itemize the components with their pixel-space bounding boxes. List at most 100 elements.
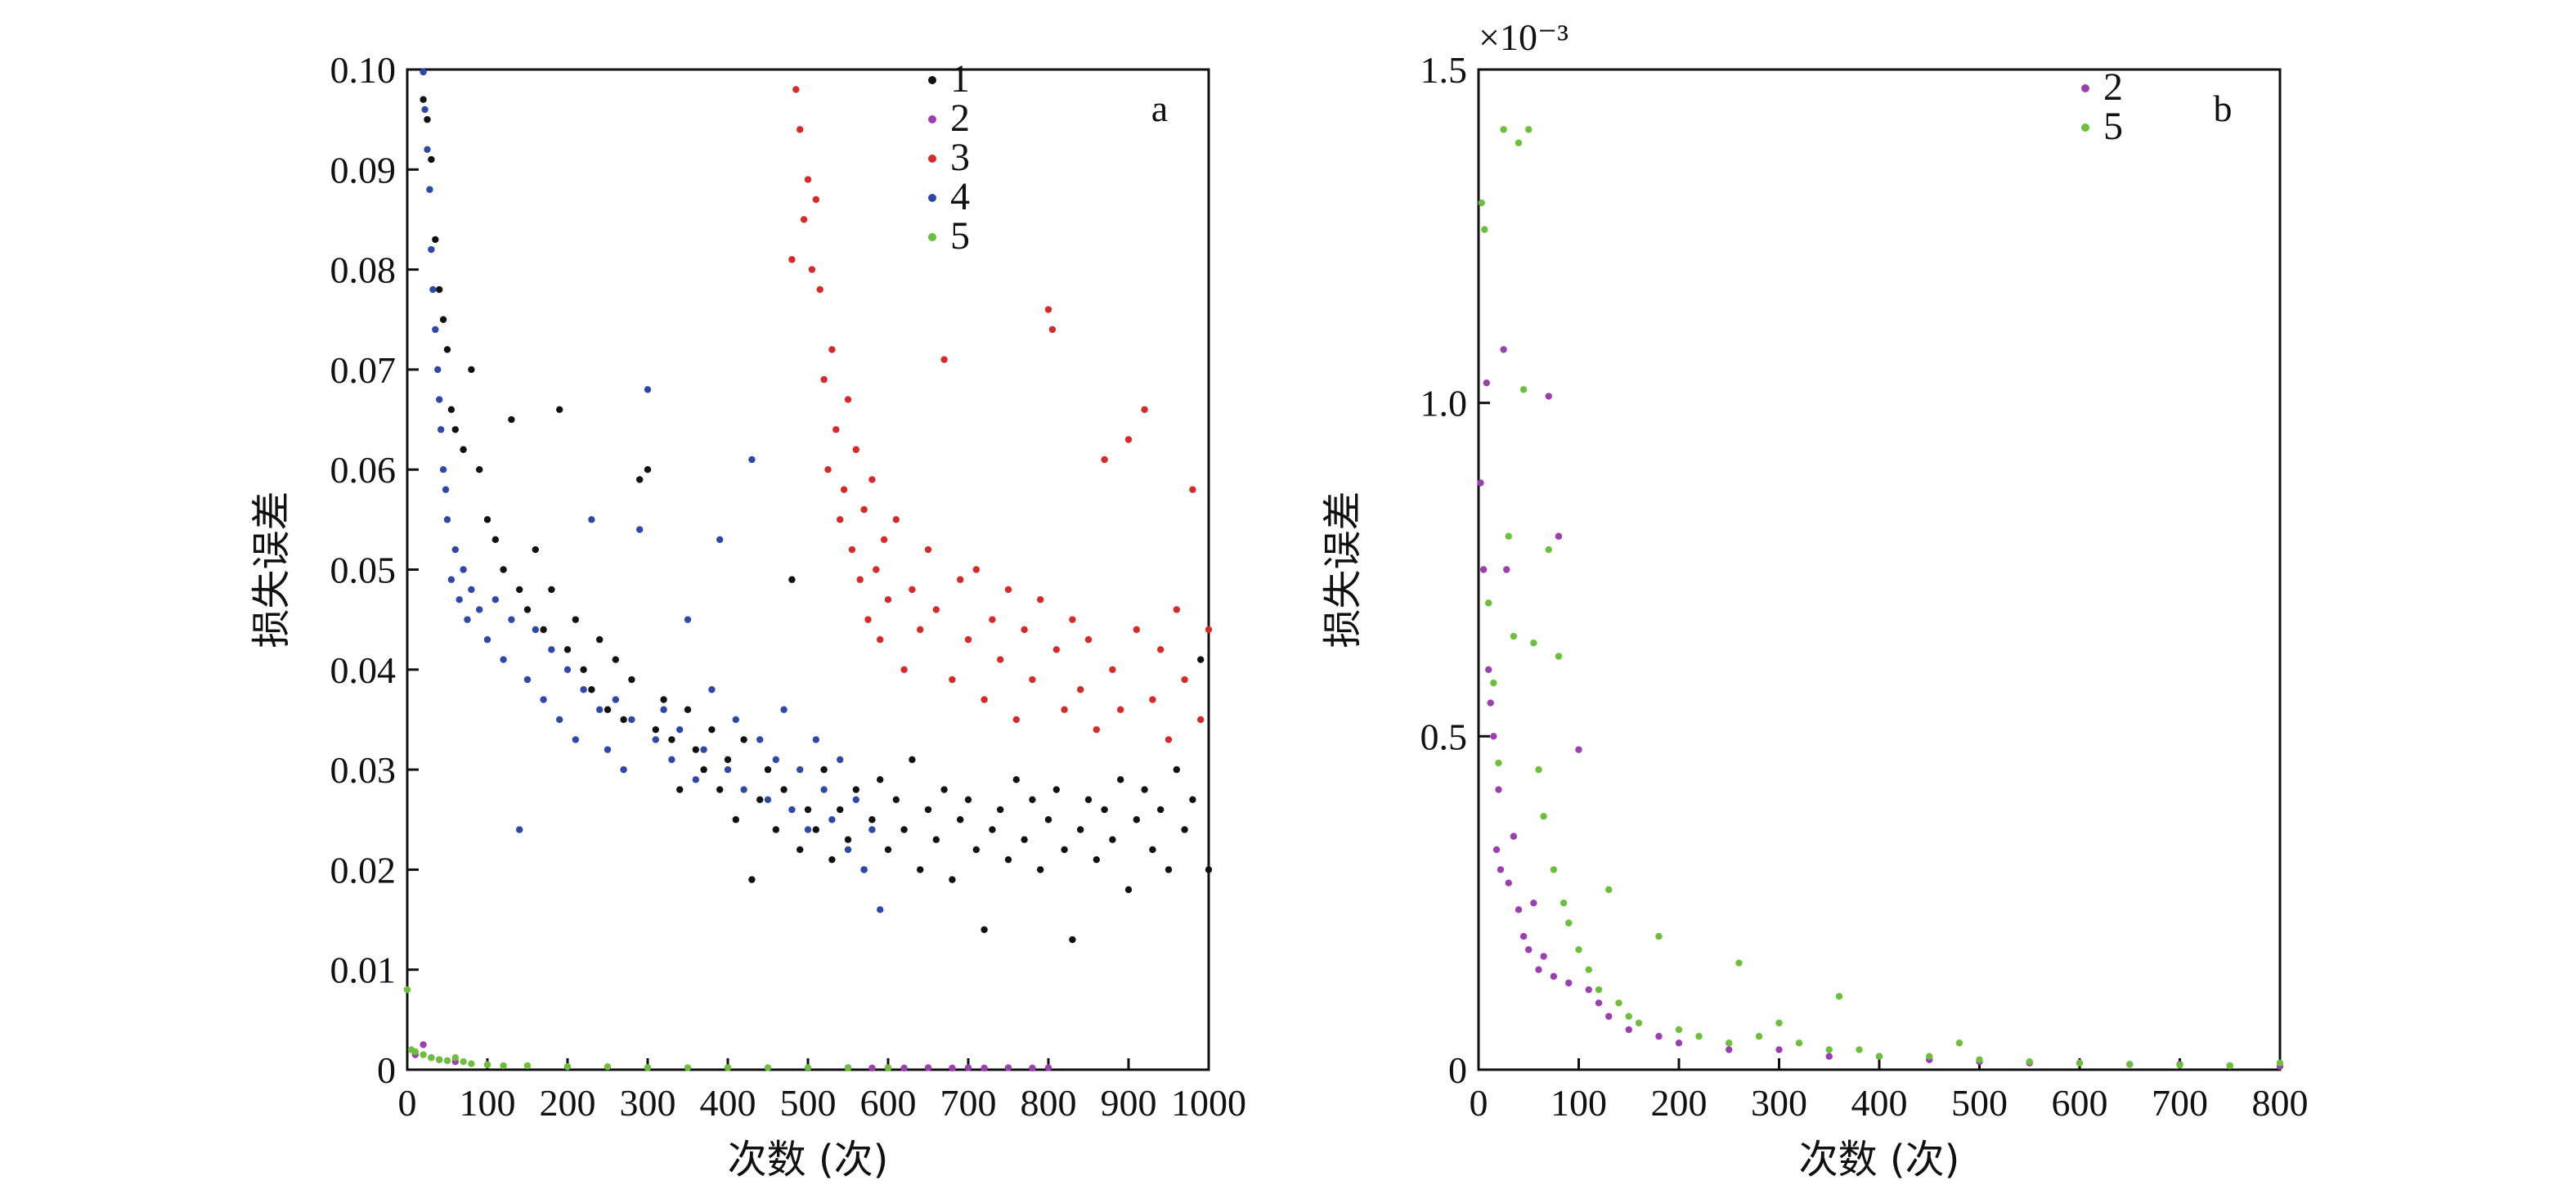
data-point xyxy=(460,566,467,573)
data-point xyxy=(628,716,635,724)
data-point xyxy=(997,656,1004,663)
y-tick-label: 0.08 xyxy=(330,249,397,291)
data-point xyxy=(1101,456,1108,464)
data-point xyxy=(403,985,411,994)
data-point xyxy=(1926,1053,1933,1060)
data-point xyxy=(660,696,667,703)
data-point xyxy=(644,466,652,474)
data-point xyxy=(1109,666,1116,673)
data-point xyxy=(1061,846,1068,854)
data-point xyxy=(840,486,848,493)
data-point xyxy=(1540,812,1547,820)
data-point xyxy=(439,316,447,323)
data-point xyxy=(740,786,747,793)
data-point xyxy=(844,836,852,843)
data-point xyxy=(1487,699,1494,707)
data-point xyxy=(780,706,788,713)
data-point xyxy=(804,806,812,814)
data-point xyxy=(540,626,547,634)
data-point xyxy=(692,746,699,753)
data-point xyxy=(1545,545,1552,554)
data-point xyxy=(1726,1039,1733,1047)
data-point xyxy=(1510,833,1518,840)
data-point xyxy=(668,756,675,764)
data-point xyxy=(1141,406,1148,414)
data-point xyxy=(764,796,772,803)
data-point xyxy=(1519,386,1528,393)
data-point xyxy=(917,626,924,634)
data-point xyxy=(443,346,451,353)
data-point xyxy=(884,846,892,854)
data-point xyxy=(652,736,659,743)
legend-marker xyxy=(928,194,936,202)
data-point xyxy=(1069,936,1076,944)
data-point xyxy=(788,806,796,814)
data-point xyxy=(1181,676,1188,684)
data-point xyxy=(700,746,707,753)
data-point xyxy=(1117,706,1124,713)
y-axis-label: 损失误差 xyxy=(249,491,294,648)
series-5 xyxy=(1478,126,2284,1070)
data-point xyxy=(451,545,459,554)
legend-label: 5 xyxy=(950,214,970,258)
data-point xyxy=(964,796,972,803)
data-point xyxy=(1835,993,1843,1000)
data-point xyxy=(1585,966,1592,973)
y-tick-label: 0.06 xyxy=(330,449,397,491)
data-point xyxy=(563,1063,572,1071)
data-point xyxy=(1503,566,1510,573)
data-point xyxy=(668,736,675,743)
data-point xyxy=(1825,1053,1833,1060)
data-point xyxy=(1029,676,1036,684)
data-point xyxy=(1483,379,1491,387)
data-point xyxy=(1635,1019,1643,1027)
data-point xyxy=(1565,919,1573,927)
data-point xyxy=(852,786,860,793)
data-point xyxy=(989,616,996,623)
data-point xyxy=(1565,979,1573,987)
x-tick-label: 1000 xyxy=(1171,1082,1246,1124)
data-point xyxy=(860,505,868,514)
data-point xyxy=(652,725,659,734)
data-point xyxy=(892,516,900,523)
data-point xyxy=(580,686,587,694)
data-point xyxy=(1165,866,1173,873)
data-point xyxy=(460,446,467,453)
data-point xyxy=(1525,946,1533,954)
data-point xyxy=(844,396,852,403)
data-point xyxy=(491,595,499,604)
data-point xyxy=(1173,765,1181,774)
data-point xyxy=(1061,706,1068,713)
data-point xyxy=(1093,725,1101,734)
data-point xyxy=(1077,826,1084,833)
data-point xyxy=(437,426,445,433)
data-point xyxy=(877,776,884,783)
y-tick-label: 0 xyxy=(1448,1049,1467,1091)
data-point xyxy=(612,656,619,663)
data-point xyxy=(434,366,442,374)
x-tick-label: 300 xyxy=(1751,1082,1807,1124)
data-point xyxy=(464,616,471,623)
data-point xyxy=(1037,595,1044,604)
data-point xyxy=(909,586,916,594)
data-point xyxy=(856,576,864,583)
x-tick-label: 800 xyxy=(1021,1082,1077,1124)
data-point xyxy=(1495,786,1502,793)
series-1 xyxy=(420,96,1213,944)
data-point xyxy=(428,155,435,164)
data-point xyxy=(1165,736,1173,743)
data-point xyxy=(797,765,804,774)
data-point xyxy=(548,646,555,653)
legend-label: 1 xyxy=(950,57,970,101)
data-point xyxy=(612,696,619,703)
data-point xyxy=(1525,126,1533,133)
data-point xyxy=(604,746,612,753)
data-point xyxy=(523,1062,532,1070)
data-point xyxy=(1555,532,1563,540)
data-point xyxy=(1157,646,1165,653)
data-point xyxy=(436,285,443,294)
data-point xyxy=(1519,932,1528,940)
y-tick-label: 1.0 xyxy=(1420,383,1468,424)
data-point xyxy=(981,1064,988,1072)
